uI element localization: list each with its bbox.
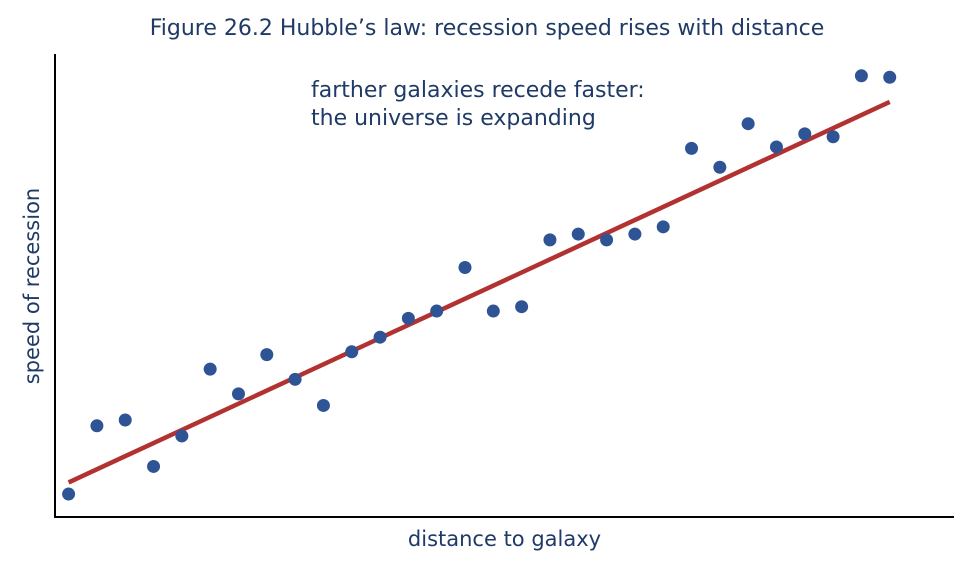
data-point: [231, 387, 245, 401]
data-point: [571, 227, 585, 241]
data-point: [147, 459, 161, 473]
annotation-line-2: the universe is expanding: [311, 106, 596, 131]
data-point: [798, 127, 812, 141]
data-point: [175, 429, 189, 443]
data-point: [430, 304, 444, 318]
data-point: [769, 140, 783, 154]
data-point: [373, 330, 387, 344]
trend-line: [67, 99, 891, 485]
data-point: [600, 233, 614, 247]
data-point: [854, 69, 868, 83]
data-point: [656, 220, 670, 234]
data-point: [713, 160, 727, 174]
data-point: [741, 117, 755, 131]
chart-annotation: farther galaxies recede faster: the univ…: [311, 77, 645, 133]
y-axis-label: speed of recession: [20, 187, 44, 385]
data-point: [203, 362, 217, 376]
data-point: [401, 311, 415, 325]
data-point: [883, 70, 897, 84]
data-point: [260, 348, 274, 362]
data-point: [316, 398, 330, 412]
data-point: [62, 487, 76, 501]
data-point: [826, 130, 840, 144]
data-point: [685, 141, 699, 155]
data-point: [458, 260, 472, 274]
data-point: [543, 233, 557, 247]
data-point: [118, 413, 132, 427]
data-point: [628, 227, 642, 241]
x-axis-label: distance to galaxy: [407, 527, 602, 551]
annotation-line-1: farther galaxies recede faster:: [311, 78, 645, 103]
data-point: [288, 372, 302, 386]
data-point: [486, 304, 500, 318]
chart-title: Figure 26.2 Hubble’s law: recession spee…: [149, 16, 825, 41]
data-point: [515, 300, 529, 314]
data-point: [90, 419, 104, 433]
data-point: [345, 345, 359, 359]
